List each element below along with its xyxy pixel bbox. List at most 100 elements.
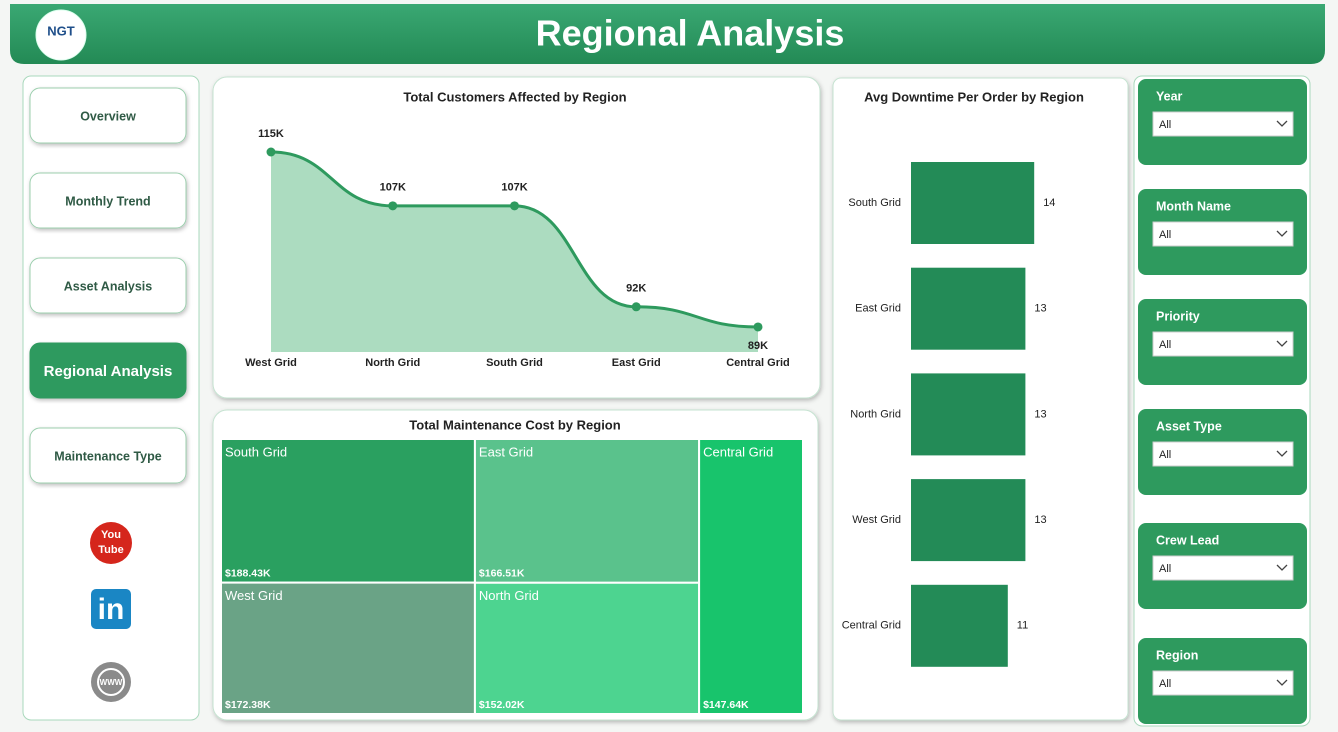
- chart-title: Avg Downtime Per Order by Region: [864, 89, 1084, 104]
- logo: [35, 9, 87, 61]
- icon-text: Tube: [98, 544, 123, 556]
- data-label: 13: [1034, 408, 1046, 420]
- nav-button[interactable]: [29, 427, 187, 484]
- y-tick-label: North Grid: [850, 408, 901, 420]
- web-globe: [97, 668, 125, 696]
- filter-label: Asset Type: [1156, 419, 1222, 433]
- nav-button[interactable]: [29, 342, 187, 399]
- tile-value: $152.02K: [479, 699, 525, 711]
- data-label: 13: [1034, 303, 1046, 315]
- social-linkedin[interactable]: in: [91, 589, 131, 629]
- point: [388, 201, 398, 211]
- nav-label[interactable]: Overview: [80, 109, 136, 123]
- filter-dropdown[interactable]: [1152, 441, 1294, 467]
- filter-label: Year: [1156, 89, 1183, 103]
- y-tick-label: West Grid: [852, 514, 901, 526]
- filter-label: Month Name: [1156, 199, 1231, 213]
- y-tick-label: East Grid: [855, 303, 901, 315]
- tile-value: $166.51K: [479, 568, 525, 580]
- x-tick-label: West Grid: [245, 357, 297, 369]
- logo-text: NGT: [47, 23, 75, 38]
- point: [631, 302, 641, 312]
- data-label: 89K: [748, 340, 768, 352]
- bar: [911, 267, 1026, 350]
- filter-label: Crew Lead: [1156, 533, 1219, 547]
- nav-label[interactable]: Regional Analysis: [44, 363, 173, 380]
- filter-dropdown[interactable]: [1152, 221, 1294, 247]
- dropdown-chevron[interactable]: [1276, 450, 1288, 457]
- icon-text: in: [98, 593, 125, 626]
- bar: [911, 373, 1026, 456]
- x-tick-label: East Grid: [612, 357, 661, 369]
- header-bar: [10, 4, 1325, 64]
- chart-title: Total Customers Affected by Region: [403, 89, 626, 104]
- nav-button[interactable]: [29, 87, 187, 144]
- social-web[interactable]: WWW: [91, 662, 131, 702]
- bar: [911, 584, 1008, 667]
- nav-button[interactable]: [29, 257, 187, 314]
- chart-title: Total Maintenance Cost by Region: [409, 417, 620, 432]
- filter-value[interactable]: All: [1159, 678, 1171, 690]
- filter-value[interactable]: All: [1159, 339, 1171, 351]
- tile-value: $172.38K: [225, 699, 271, 711]
- dropdown-chevron[interactable]: [1276, 340, 1288, 347]
- dropdown-chevron[interactable]: [1276, 679, 1288, 686]
- x-tick-label: South Grid: [486, 357, 543, 369]
- bar: [911, 162, 1035, 244]
- tile-label: Central Grid: [703, 444, 773, 459]
- social-youtube[interactable]: You Tube: [90, 522, 132, 564]
- nav-label[interactable]: Maintenance Type: [54, 449, 161, 463]
- page-title: Regional Analysis: [536, 13, 845, 54]
- dropdown-chevron[interactable]: [1276, 564, 1288, 571]
- data-label: 115K: [258, 128, 284, 140]
- tile-label: East Grid: [479, 444, 533, 459]
- filter-value[interactable]: All: [1159, 229, 1171, 241]
- treemap-tile: [220, 581, 476, 716]
- dropdown-chevron[interactable]: [1276, 230, 1288, 237]
- data-label: 14: [1043, 197, 1055, 209]
- dropdown-chevron[interactable]: [1276, 120, 1288, 127]
- treemap-tile: [473, 581, 701, 715]
- tile-value: $188.43K: [225, 567, 271, 579]
- nav-label[interactable]: Asset Analysis: [64, 279, 153, 293]
- nav-button[interactable]: [29, 172, 187, 229]
- filter-label: Priority: [1156, 309, 1200, 323]
- filter-value[interactable]: All: [1159, 563, 1171, 575]
- area: [271, 152, 758, 352]
- treemap-tile: [473, 438, 701, 584]
- tile-label: West Grid: [225, 588, 283, 603]
- point: [753, 322, 763, 332]
- nav-label[interactable]: Monthly Trend: [65, 194, 150, 208]
- point: [510, 201, 519, 211]
- linkedin-icon[interactable]: [91, 589, 131, 629]
- y-tick-label: Central Grid: [842, 620, 901, 632]
- data-label: 13: [1034, 514, 1046, 526]
- x-tick-label: North Grid: [365, 357, 420, 369]
- filter-value[interactable]: All: [1159, 449, 1171, 461]
- filter-label: Region: [1156, 648, 1198, 662]
- data-label: 92K: [626, 283, 646, 295]
- treemap-tile: [220, 438, 476, 584]
- bar: [911, 479, 1026, 562]
- y-tick-label: South Grid: [848, 197, 901, 209]
- tile-value: $147.64K: [703, 699, 749, 711]
- filter-panel: [1133, 75, 1311, 727]
- icon-text: WWW: [100, 678, 123, 687]
- youtube-icon[interactable]: [90, 522, 132, 564]
- web-icon[interactable]: [91, 662, 131, 702]
- data-label: 107K: [501, 182, 527, 194]
- tile-label: North Grid: [479, 588, 539, 603]
- icon-text: You: [101, 529, 121, 541]
- filter-dropdown[interactable]: [1152, 331, 1294, 357]
- treemap-tile: [698, 438, 805, 715]
- filter-dropdown[interactable]: [1152, 555, 1294, 581]
- x-tick-label: Central Grid: [726, 357, 790, 369]
- filter-value[interactable]: All: [1159, 119, 1171, 131]
- filter-dropdown[interactable]: [1152, 111, 1294, 137]
- point: [266, 147, 276, 157]
- filter-dropdown[interactable]: [1152, 670, 1294, 696]
- tile-label: South Grid: [225, 444, 287, 459]
- data-label: 107K: [380, 182, 406, 194]
